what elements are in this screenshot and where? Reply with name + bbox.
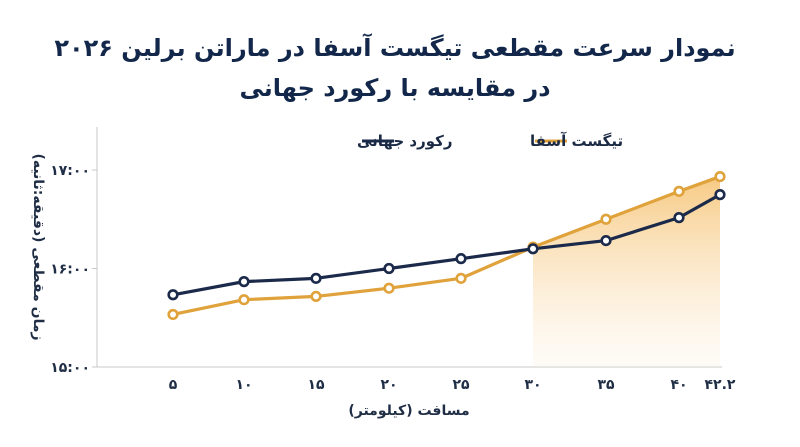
x-tick-label: ۲۵ xyxy=(452,377,470,393)
y-tick-label: ۱۶:۰۰ xyxy=(50,262,90,278)
data-point-world-record xyxy=(527,243,539,255)
x-tick-label: ۳۵ xyxy=(597,377,615,393)
data-point-asefa xyxy=(383,282,395,294)
chart-subtitle: در مقایسه با رکورد جهانی xyxy=(239,74,550,102)
series-layer xyxy=(167,170,726,321)
y-tick-label: ۱۵:۰۰ xyxy=(50,360,90,376)
data-point-asefa xyxy=(455,272,467,284)
shaded-region-layer xyxy=(533,176,720,367)
y-ticks: ۱۵:۰۰ ۱۶:۰۰ ۱۷:۰۰ xyxy=(50,163,97,376)
data-point-world-record xyxy=(714,189,726,201)
data-point-world-record xyxy=(383,262,395,275)
legend-label-world-record: رکورد جهانی xyxy=(357,132,452,150)
data-point-world-record xyxy=(455,253,467,265)
data-point-asefa xyxy=(238,294,250,306)
y-axis-title: زمان مقطعی (دقیقه:ثانیه) xyxy=(30,153,46,340)
x-ticks: ۵ ۱۰ ۱۵ ۲۰ ۲۵ ۳۰ ۳۵ ۴۰ ۴۲.۲ xyxy=(169,377,736,393)
x-tick-label: ۱۰ xyxy=(235,377,252,393)
x-tick-label: ۳۰ xyxy=(524,377,541,393)
x-axis-title: مسافت (کیلومتر) xyxy=(348,403,469,419)
data-point-world-record xyxy=(167,289,179,301)
data-point-asefa xyxy=(673,185,685,197)
chart-title: نمودار سرعت مقطعی تیگست آسفا در ماراتن ب… xyxy=(54,33,735,62)
data-point-asefa xyxy=(714,170,726,183)
data-point-asefa xyxy=(167,308,179,321)
data-point-world-record xyxy=(238,276,250,288)
shaded-region xyxy=(533,176,720,367)
data-point-world-record xyxy=(600,234,612,247)
y-tick-label: ۱۷:۰۰ xyxy=(50,163,90,179)
data-point-asefa xyxy=(600,213,612,225)
data-point-world-record xyxy=(673,212,685,224)
data-point-world-record xyxy=(310,272,322,284)
x-tick-label: ۵ xyxy=(169,377,178,393)
legend-label-asefa: تیگست آسفا xyxy=(530,132,623,150)
x-tick-label: ۲۰ xyxy=(380,377,397,393)
data-point-asefa xyxy=(310,290,322,303)
x-tick-label: ۴۰ xyxy=(670,377,687,393)
x-tick-label: ۱۵ xyxy=(307,377,325,393)
x-tick-label: ۴۲.۲ xyxy=(705,377,736,393)
legend: تیگست آسفا رکورد جهانی xyxy=(357,132,623,150)
